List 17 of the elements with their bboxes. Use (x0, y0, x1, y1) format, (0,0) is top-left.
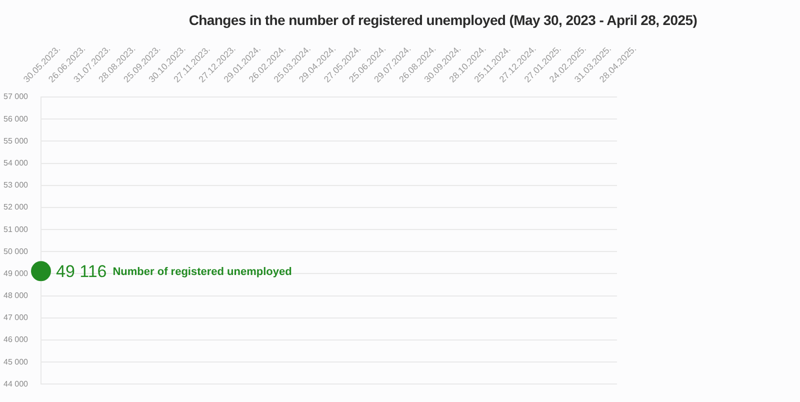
y-tick-label: 52 000 (4, 202, 29, 212)
y-tick-label: 48 000 (4, 291, 29, 300)
y-tick-label: 54 000 (4, 158, 29, 168)
text: Number of registered unemployed (112, 266, 292, 278)
y-tick-label: 49 000 (4, 268, 29, 278)
y-tick-label: 53 000 (4, 180, 29, 190)
y-tick-label: 47 000 (4, 313, 29, 322)
chart-title: Changes in the number of registered unemployed (May 30, 2023 - April 28, 2025) (188, 12, 698, 28)
y-tick-label: 46 000 (4, 335, 29, 344)
y-tick-label: 44 000 (4, 379, 29, 388)
y-tick-label: 45 000 (4, 357, 29, 366)
y-tick-label: 57 000 (4, 92, 29, 102)
y-tick-label: 55 000 (4, 136, 29, 146)
y-tick-label: 51 000 (4, 224, 29, 234)
y-tick-label: 50 000 (4, 246, 29, 256)
data-label: 49 116 (56, 262, 107, 281)
y-tick-label: 56 000 (4, 114, 29, 124)
